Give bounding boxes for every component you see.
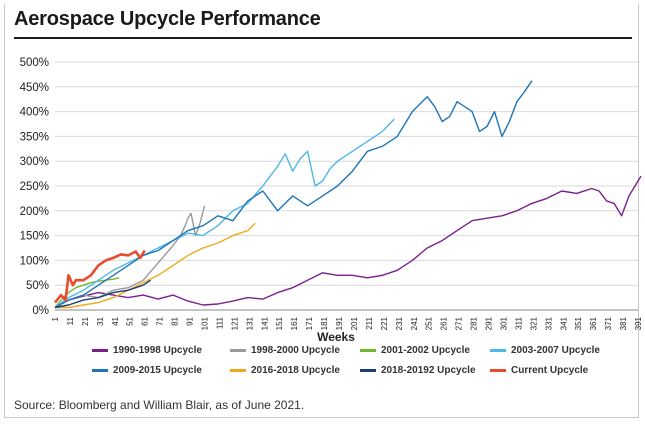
title-rule bbox=[14, 37, 632, 39]
legend-label: 2009-2015 Upcycle bbox=[113, 365, 202, 376]
x-tick-label: 391 bbox=[634, 316, 643, 330]
series-line bbox=[54, 80, 533, 309]
legend-item: 1998-2000 Upcycle bbox=[230, 345, 340, 356]
gridlines bbox=[55, 61, 638, 311]
x-tick-label: 191 bbox=[335, 316, 344, 330]
legend-label: 1998-2000 Upcycle bbox=[251, 345, 340, 356]
x-tick-label: 301 bbox=[499, 316, 508, 330]
series-line bbox=[54, 205, 206, 309]
x-tick-label: 131 bbox=[245, 316, 254, 330]
y-tick-label: 0% bbox=[32, 305, 49, 317]
x-tick-label: 381 bbox=[619, 316, 628, 330]
y-tick-label: 100% bbox=[20, 255, 49, 267]
x-tick-label: 111 bbox=[215, 316, 224, 329]
series-lines bbox=[53, 80, 642, 309]
x-tick-label: 61 bbox=[141, 316, 150, 325]
legend-item: 2018-20192 Upcycle bbox=[360, 365, 476, 376]
y-axis: 0% 50% 100% 150% 200% 250% 300% 350% 400% 450% 500… bbox=[20, 57, 49, 317]
x-tick-label: 11 bbox=[66, 316, 75, 325]
x-tick-label: 31 bbox=[96, 316, 105, 325]
y-tick-label: 200% bbox=[20, 206, 49, 218]
legend-item: 2001-2002 Upcycle bbox=[360, 345, 470, 356]
x-tick-label: 41 bbox=[111, 316, 120, 325]
legend-item: 2009-2015 Upcycle bbox=[92, 365, 202, 376]
x-tick-label: 291 bbox=[485, 316, 494, 330]
y-tick-label: 500% bbox=[20, 57, 49, 69]
x-tick-label: 241 bbox=[410, 316, 419, 330]
legend-item: 2003-2007 Upcycle bbox=[490, 345, 600, 356]
x-tick-label: 51 bbox=[126, 316, 135, 325]
legend-swatch bbox=[92, 369, 108, 372]
x-tick-label: 261 bbox=[440, 316, 449, 330]
series-line bbox=[55, 222, 256, 309]
y-tick-label: 250% bbox=[20, 181, 49, 193]
legend-label: 1990-1998 Upcycle bbox=[113, 345, 202, 356]
legend-label: 2018-20192 Upcycle bbox=[381, 365, 476, 376]
x-tick-label: 81 bbox=[171, 316, 180, 325]
x-tick-label: 201 bbox=[350, 316, 359, 330]
series-line bbox=[54, 118, 395, 309]
legend-swatch bbox=[490, 349, 506, 352]
legend-item: 2016-2018 Upcycle bbox=[230, 365, 340, 376]
x-axis: 1 11 21 31 41 51 61 71 81 91 101 111 121 131 141 151 161… bbox=[51, 316, 643, 330]
legend-swatch bbox=[490, 369, 506, 372]
x-tick-label: 121 bbox=[230, 316, 239, 330]
legend-label: 2003-2007 Upcycle bbox=[511, 345, 600, 356]
x-tick-label: 141 bbox=[260, 316, 269, 330]
x-tick-label: 371 bbox=[604, 316, 613, 330]
x-tick-label: 91 bbox=[186, 316, 195, 325]
legend-item: Current Upcycle bbox=[490, 365, 588, 376]
legend-swatch bbox=[360, 349, 376, 352]
series-line bbox=[53, 249, 146, 304]
legend-swatch bbox=[360, 369, 376, 372]
series-line bbox=[54, 279, 152, 309]
y-tick-label: 50% bbox=[26, 280, 49, 292]
y-tick-label: 350% bbox=[20, 131, 49, 143]
legend-swatch bbox=[92, 349, 108, 352]
x-tick-label: 211 bbox=[365, 316, 374, 329]
x-tick-label: 321 bbox=[529, 316, 538, 330]
x-tick-label: 221 bbox=[380, 316, 389, 330]
x-tick-label: 71 bbox=[156, 316, 165, 325]
x-tick-label: 351 bbox=[574, 316, 583, 330]
y-tick-label: 150% bbox=[20, 231, 49, 243]
legend-swatch bbox=[230, 349, 246, 352]
x-tick-label: 1 bbox=[51, 316, 60, 321]
x-axis-label: Weeks bbox=[317, 330, 355, 344]
y-tick-label: 400% bbox=[20, 107, 49, 119]
x-tick-label: 171 bbox=[305, 316, 314, 330]
x-tick-label: 151 bbox=[275, 316, 284, 330]
x-tick-label: 341 bbox=[559, 316, 568, 330]
y-tick-label: 450% bbox=[20, 82, 49, 94]
chart-title: Aerospace Upcycle Performance bbox=[14, 8, 321, 30]
x-tick-label: 271 bbox=[455, 316, 464, 330]
line-chart: 0% 50% 100% 150% 200% 250% 300% 350% 400% 450% 500… bbox=[20, 57, 643, 344]
legend-label: 2001-2002 Upcycle bbox=[381, 345, 470, 356]
x-tick-label: 181 bbox=[320, 316, 329, 330]
source-note: Source: Bloomberg and William Blair, as … bbox=[14, 398, 305, 412]
x-tick-label: 161 bbox=[290, 316, 299, 330]
y-tick-label: 300% bbox=[20, 156, 49, 168]
x-tick-label: 361 bbox=[589, 316, 598, 330]
x-tick-label: 101 bbox=[200, 316, 209, 330]
x-tick-label: 281 bbox=[470, 316, 479, 330]
x-tick-label: 331 bbox=[544, 316, 553, 330]
legend-label: 2016-2018 Upcycle bbox=[251, 365, 340, 376]
x-tick-label: 21 bbox=[81, 316, 90, 325]
x-tick-label: 231 bbox=[395, 316, 404, 330]
legend-label: Current Upcycle bbox=[511, 365, 589, 376]
chart-frame bbox=[4, 4, 639, 418]
series-line bbox=[54, 175, 642, 309]
legend-item: 1990-1998 Upcycle bbox=[92, 345, 202, 356]
x-tick-label: 251 bbox=[425, 316, 434, 330]
x-tick-label: 311 bbox=[514, 316, 523, 329]
legend-swatch bbox=[230, 369, 246, 372]
